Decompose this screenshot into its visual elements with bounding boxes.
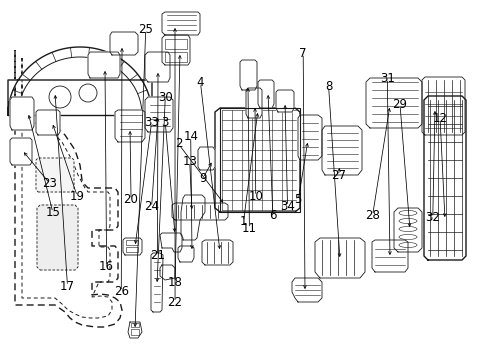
Text: 33: 33 bbox=[144, 116, 159, 129]
Text: 13: 13 bbox=[182, 156, 197, 168]
Text: 28: 28 bbox=[365, 209, 379, 222]
Polygon shape bbox=[181, 195, 204, 240]
Polygon shape bbox=[371, 240, 407, 272]
Text: 20: 20 bbox=[123, 193, 138, 206]
Text: 23: 23 bbox=[42, 177, 57, 190]
Text: 18: 18 bbox=[167, 276, 182, 289]
Polygon shape bbox=[128, 322, 142, 338]
Text: 6: 6 bbox=[268, 210, 276, 222]
Polygon shape bbox=[145, 52, 170, 82]
Polygon shape bbox=[297, 115, 321, 160]
Polygon shape bbox=[258, 80, 273, 108]
Polygon shape bbox=[162, 12, 200, 35]
Bar bbox=[220, 108, 299, 212]
Text: 32: 32 bbox=[425, 211, 439, 224]
Polygon shape bbox=[162, 35, 190, 65]
Bar bbox=[126, 240, 138, 245]
Polygon shape bbox=[88, 52, 120, 78]
Text: 12: 12 bbox=[432, 112, 447, 125]
Bar bbox=[164, 52, 186, 62]
Polygon shape bbox=[8, 47, 152, 115]
Polygon shape bbox=[421, 77, 464, 135]
Bar bbox=[131, 323, 139, 327]
Polygon shape bbox=[123, 238, 142, 255]
Text: 24: 24 bbox=[144, 201, 159, 213]
Text: 8: 8 bbox=[324, 80, 332, 93]
Text: 22: 22 bbox=[167, 296, 182, 309]
Bar bbox=[164, 39, 186, 49]
Text: 17: 17 bbox=[60, 280, 75, 293]
Text: 10: 10 bbox=[248, 190, 263, 203]
Text: 21: 21 bbox=[150, 249, 164, 262]
Text: 30: 30 bbox=[158, 91, 172, 104]
Polygon shape bbox=[151, 253, 163, 312]
Polygon shape bbox=[365, 78, 421, 128]
Polygon shape bbox=[172, 203, 227, 220]
Polygon shape bbox=[15, 50, 122, 327]
Polygon shape bbox=[160, 233, 182, 252]
Text: 14: 14 bbox=[183, 130, 198, 143]
Polygon shape bbox=[321, 126, 361, 175]
Text: 1: 1 bbox=[239, 215, 247, 228]
Text: 3: 3 bbox=[161, 116, 169, 129]
Text: 25: 25 bbox=[138, 23, 153, 36]
Polygon shape bbox=[202, 240, 232, 265]
Text: 27: 27 bbox=[330, 169, 345, 182]
Text: 7: 7 bbox=[299, 47, 306, 60]
Text: 34: 34 bbox=[280, 200, 294, 213]
Text: 19: 19 bbox=[70, 190, 84, 203]
Polygon shape bbox=[240, 60, 257, 90]
Polygon shape bbox=[275, 90, 293, 112]
Polygon shape bbox=[110, 32, 138, 55]
Polygon shape bbox=[145, 97, 173, 132]
Polygon shape bbox=[160, 265, 175, 280]
Text: 5: 5 bbox=[294, 193, 302, 206]
Text: 26: 26 bbox=[114, 285, 128, 298]
Text: 4: 4 bbox=[196, 76, 204, 89]
Polygon shape bbox=[10, 97, 34, 130]
Bar bbox=[126, 247, 138, 252]
Text: 11: 11 bbox=[242, 222, 256, 235]
Polygon shape bbox=[423, 96, 465, 260]
Polygon shape bbox=[314, 238, 364, 278]
Polygon shape bbox=[393, 208, 421, 252]
Polygon shape bbox=[36, 110, 60, 135]
Polygon shape bbox=[291, 278, 321, 302]
Polygon shape bbox=[10, 138, 32, 165]
Bar bbox=[131, 329, 139, 335]
Polygon shape bbox=[245, 88, 262, 118]
Polygon shape bbox=[215, 108, 299, 212]
Polygon shape bbox=[178, 246, 194, 262]
Text: 29: 29 bbox=[392, 98, 407, 111]
Text: 2: 2 bbox=[174, 138, 182, 150]
Polygon shape bbox=[37, 205, 78, 270]
Polygon shape bbox=[36, 158, 74, 192]
Text: 15: 15 bbox=[45, 206, 60, 219]
Text: 16: 16 bbox=[99, 260, 114, 273]
Text: 31: 31 bbox=[379, 72, 394, 85]
Text: 9: 9 bbox=[199, 172, 206, 185]
Polygon shape bbox=[115, 110, 145, 142]
Polygon shape bbox=[198, 147, 215, 170]
